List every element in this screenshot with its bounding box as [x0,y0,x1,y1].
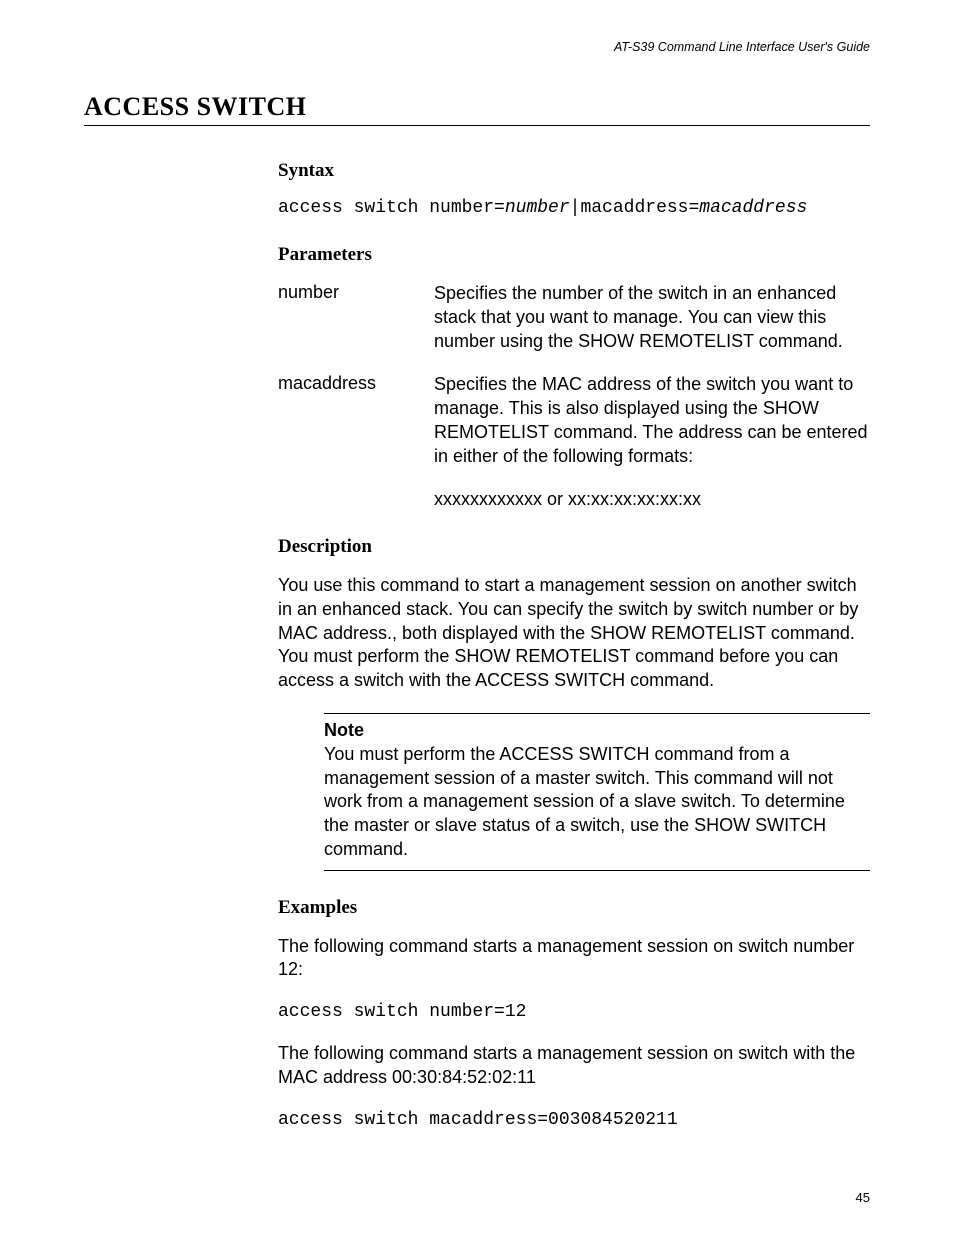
description-heading: Description [278,536,870,558]
param-term: number [278,282,434,353]
page-number: 45 [856,1190,870,1205]
page: AT-S39 Command Line Interface User's Gui… [0,0,954,1235]
page-title: ACCESS SWITCH [84,92,870,126]
running-head: AT-S39 Command Line Interface User's Gui… [84,40,870,54]
param-term: macaddress [278,373,434,468]
syntax-heading: Syntax [278,160,870,182]
note-label: Note [324,720,870,741]
parameters-heading: Parameters [278,244,870,266]
param-row: number Specifies the number of the switc… [278,282,870,353]
example-para: The following command starts a managemen… [278,935,870,983]
note-body: You must perform the ACCESS SWITCH comma… [324,743,870,862]
example-para: The following command starts a managemen… [278,1042,870,1090]
example-code: access switch macaddress=003084520211 [278,1110,870,1130]
syntax-command: access switch number=number|macaddress=m… [278,198,870,218]
param-extra: xxxxxxxxxxxx or xx:xx:xx:xx:xx:xx [434,488,870,512]
syntax-cmd-arg: number [505,198,570,218]
content-indent: Syntax access switch number=number|macad… [278,160,870,1130]
syntax-cmd-arg: macaddress [699,198,807,218]
syntax-cmd-text: access switch number= [278,198,505,218]
syntax-cmd-text: |macaddress= [570,198,700,218]
note-block: Note You must perform the ACCESS SWITCH … [324,713,870,871]
param-row: macaddress Specifies the MAC address of … [278,373,870,468]
example-code: access switch number=12 [278,1002,870,1022]
description-para: You use this command to start a manageme… [278,574,870,693]
param-def: Specifies the number of the switch in an… [434,282,870,353]
param-def: Specifies the MAC address of the switch … [434,373,870,468]
examples-heading: Examples [278,897,870,919]
